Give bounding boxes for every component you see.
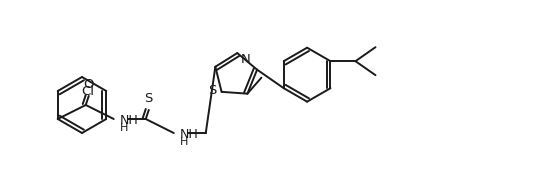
Text: O: O (83, 78, 94, 92)
Text: NH: NH (180, 127, 198, 140)
Text: H: H (120, 123, 128, 133)
Text: S: S (208, 84, 217, 97)
Text: NH: NH (120, 114, 139, 127)
Text: N: N (240, 53, 250, 65)
Text: H: H (180, 137, 188, 147)
Text: S: S (145, 93, 153, 105)
Text: Cl: Cl (81, 86, 94, 99)
